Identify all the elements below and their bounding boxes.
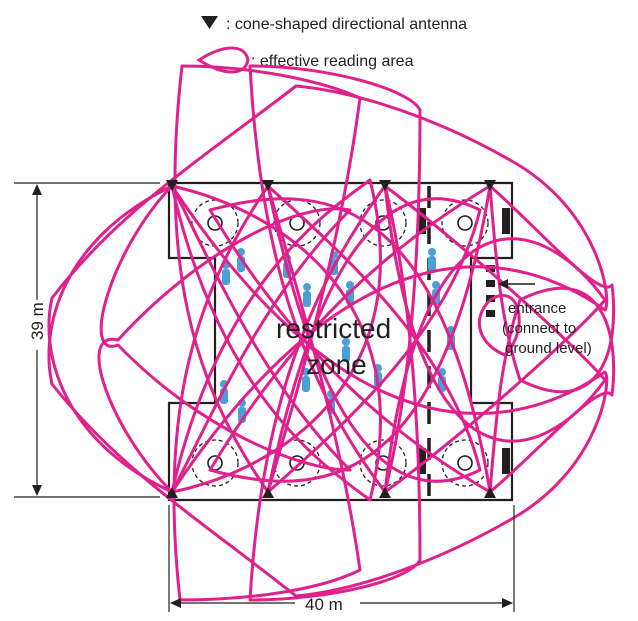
zone-label-line2: zone <box>306 349 367 380</box>
people <box>220 248 455 423</box>
height-dimension <box>14 182 160 498</box>
antennas <box>166 180 496 498</box>
reading-area-lobe <box>477 293 521 357</box>
reading-area-lobe <box>266 197 482 494</box>
stairs-icon <box>502 448 510 474</box>
zone-label-line1: restricted <box>276 313 391 344</box>
reading-area-lobe <box>99 184 352 472</box>
width-dimension-label: 40 m <box>305 595 343 614</box>
arrow-down-icon <box>32 485 42 496</box>
height-dimension-label: 39 m <box>28 302 47 340</box>
reading-area-lobe <box>170 184 382 502</box>
fixture-center <box>457 455 473 471</box>
reading-area-lobe <box>208 184 492 483</box>
building-outline <box>167 181 514 502</box>
antenna-legend-label: : cone-shaped directional antenna <box>226 16 467 33</box>
antenna-icon <box>379 487 391 498</box>
antenna-legend-icon <box>201 16 218 29</box>
reading-areas <box>47 64 616 602</box>
reading-area-lobe <box>170 178 382 494</box>
reading-area-legend-label: : effective reading area <box>251 53 414 70</box>
antenna-icon <box>166 487 178 498</box>
arrow-left-icon <box>170 598 181 608</box>
reading-area-lobe <box>488 286 616 494</box>
antenna-icon <box>379 180 391 191</box>
fixture-center <box>457 215 473 231</box>
reading-area-lobe <box>47 84 609 494</box>
person-icon <box>342 338 350 362</box>
reading-area-lobe <box>266 184 482 483</box>
entrance-callout: entrance (connect to ground level) <box>498 279 592 357</box>
stairs-icon <box>418 448 426 474</box>
reading-area-lobe <box>97 207 352 494</box>
fixtures <box>191 199 489 487</box>
antenna-icon <box>166 180 178 191</box>
arrow-up-icon <box>32 184 42 195</box>
antenna-icon <box>484 487 496 498</box>
reading-area-lobe <box>208 197 492 494</box>
person-icon <box>428 248 436 272</box>
width-dimension <box>168 505 515 612</box>
arrow-right-icon <box>502 598 513 608</box>
arrow-left-icon <box>498 279 508 289</box>
reading-area-legend-icon <box>196 46 250 74</box>
antenna-icon <box>262 487 274 498</box>
reading-area-lobe <box>47 184 609 598</box>
stairs-icon <box>502 208 510 234</box>
legend: : cone-shaped directional antenna : effe… <box>196 16 467 74</box>
stairs <box>418 208 510 474</box>
person-icon <box>303 283 311 307</box>
antenna-icon <box>484 180 496 191</box>
entrance-label-line2: (connect to <box>502 320 576 337</box>
entrance-label-line3: ground level) <box>505 340 592 357</box>
entrance-label-line1: entrance <box>508 300 566 317</box>
stairs-icon <box>418 208 426 234</box>
antenna-icon <box>262 180 274 191</box>
